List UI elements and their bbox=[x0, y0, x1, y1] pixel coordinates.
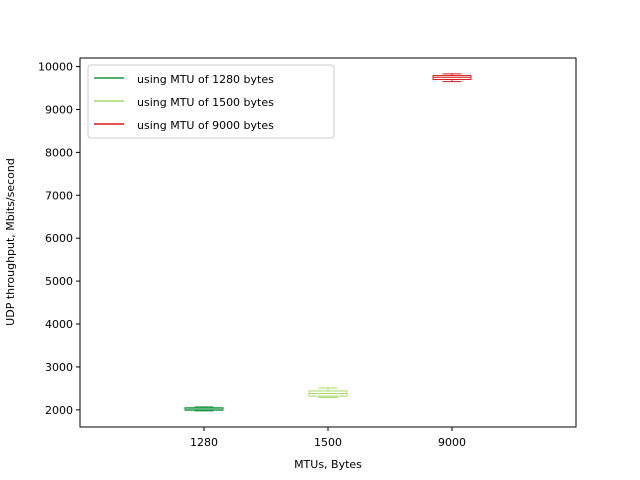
y-tick-label: 8000 bbox=[45, 146, 73, 159]
x-tick-label: 1280 bbox=[190, 436, 218, 449]
x-tick-label: 1500 bbox=[314, 436, 342, 449]
x-tick-label: 9000 bbox=[438, 436, 466, 449]
legend-label: using MTU of 9000 bytes bbox=[137, 119, 274, 132]
box-plot bbox=[185, 407, 223, 411]
legend-label: using MTU of 1280 bytes bbox=[137, 73, 274, 86]
legend: using MTU of 1280 bytes using MTU of 1500… bbox=[88, 65, 334, 138]
y-tick-label: 9000 bbox=[45, 103, 73, 116]
y-tick-label: 4000 bbox=[45, 318, 73, 331]
y-tick-label: 5000 bbox=[45, 275, 73, 288]
y-tick-label: 3000 bbox=[45, 361, 73, 374]
y-tick-label: 7000 bbox=[45, 189, 73, 202]
y-tick-label: 6000 bbox=[45, 232, 73, 245]
legend-label: using MTU of 1500 bytes bbox=[137, 96, 274, 109]
y-tick-label: 2000 bbox=[45, 404, 73, 417]
y-tick-label: 10000 bbox=[38, 61, 73, 74]
y-axis-label: UDP throughput, Mbits/second bbox=[4, 158, 17, 326]
x-axis-label: MTUs, Bytes bbox=[294, 458, 362, 471]
